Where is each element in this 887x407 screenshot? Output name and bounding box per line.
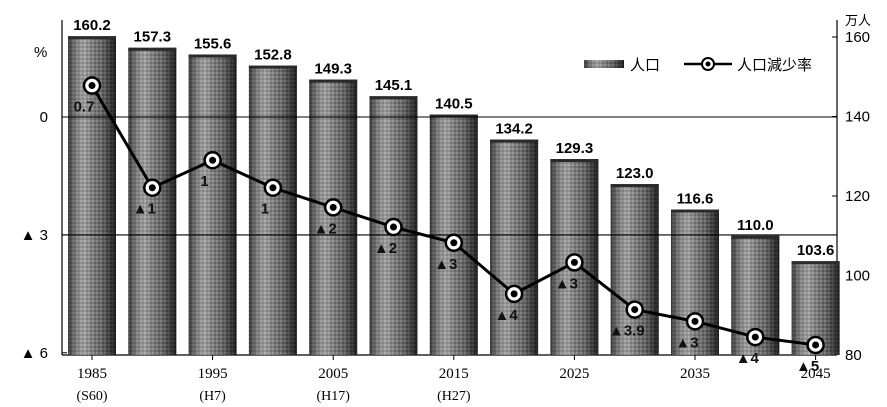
left-axis-unit: % (34, 44, 47, 61)
population-bar (128, 47, 177, 356)
legend-population-label: 人口 (630, 56, 660, 74)
x-tick-label: 2005 (318, 366, 348, 382)
decline-rate-labels: 0.7 ▲1 1 1 ▲2 ▲2 ▲3 ▲4 ▲3 ▲3.9 ▲3 ▲4 ▲5 (74, 99, 820, 375)
right-axis-unit: 万人 (845, 14, 871, 29)
legend-decline-rate-label: 人口減少率 (737, 56, 812, 74)
decline-rate-value-label: ▲5 (796, 358, 819, 375)
x-tick-label: 2025 (559, 366, 589, 382)
x-tick-era-label: (H7) (199, 389, 226, 404)
decline-rate-point (746, 327, 765, 347)
decline-rate-value-label: ▲3.9 (609, 323, 645, 340)
x-tick-era-label: (H17) (316, 389, 350, 404)
left-tick-label: 0 (40, 109, 48, 126)
decline-rate-value-label: ▲4 (736, 350, 760, 367)
population-bar-label: 140.5 (435, 96, 473, 113)
decline-rate-value-label: ▲4 (494, 307, 518, 324)
population-bar (248, 65, 297, 356)
decline-rate-value-label: 0.7 (74, 99, 95, 116)
decline-rate-point (504, 284, 524, 304)
population-bar-label: 149.3 (314, 61, 352, 78)
decline-rate-point (82, 76, 102, 95)
population-bar-labels: 160.2 157.3 155.6 152.8 149.3 145.1 140.5 134.2… (73, 17, 834, 259)
decline-rate-point (806, 335, 825, 355)
right-tick-label: 160 (845, 29, 870, 46)
decline-rate-value-label: ▲3 (675, 334, 698, 351)
legend-item-population: 人口 (584, 56, 660, 74)
decline-rate-point (323, 198, 343, 217)
population-bar (369, 96, 418, 355)
population-bar-label: 116.6 (677, 191, 714, 208)
decline-rate-point (685, 312, 705, 331)
decline-rate-line (82, 76, 825, 355)
x-tick-label: 2015 (439, 366, 469, 382)
right-tick-label: 140 (845, 109, 870, 126)
left-axis-ticks: 0 ▲ 3 ▲ 6 (21, 109, 67, 362)
population-bar-label: 157.3 (134, 29, 172, 46)
population-bar (68, 36, 116, 355)
decline-rate-value-label: 1 (200, 173, 208, 190)
population-bar (731, 235, 780, 355)
x-tick-label: 1995 (198, 366, 228, 382)
population-bar-label: 155.6 (194, 35, 232, 52)
population-bar-label: 152.8 (254, 47, 292, 64)
population-bars (68, 36, 840, 356)
population-bar (188, 54, 237, 356)
left-tick-label: ▲ 6 (21, 345, 48, 362)
population-bar (610, 184, 659, 355)
population-bar (550, 159, 599, 355)
x-tick-label: 1985 (77, 366, 107, 382)
decline-rate-point (263, 178, 283, 197)
decline-rate-point (203, 150, 222, 170)
decline-rate-value-label: ▲3 (434, 256, 457, 273)
population-bar (671, 209, 719, 355)
decline-rate-point (625, 300, 644, 319)
legend-item-decline-rate: 人口減少率 (684, 56, 812, 74)
decline-rate-point (444, 233, 464, 253)
population-bar-label: 160.2 (73, 17, 111, 34)
population-bar-label: 129.3 (556, 140, 594, 157)
population-bar-label: 110.0 (737, 217, 774, 234)
left-tick-label: ▲ 3 (21, 227, 48, 244)
population-bar (309, 79, 358, 355)
legend: 人口 人口減少率 (584, 56, 812, 74)
x-tick-era-label: (H27) (437, 389, 471, 404)
right-tick-label: 100 (845, 268, 870, 285)
decline-rate-value-label: ▲2 (374, 240, 397, 257)
decline-rate-point (143, 178, 162, 197)
decline-rate-point (565, 253, 584, 272)
population-bar-label: 123.0 (616, 165, 654, 182)
x-tick-era-label: (S60) (76, 389, 107, 404)
decline-rate-point (384, 217, 403, 237)
decline-rate-value-label: ▲2 (314, 220, 337, 237)
population-bar-label: 145.1 (375, 77, 413, 94)
decline-rate-value-label: ▲3 (555, 275, 578, 292)
right-axis-ticks: 160 140 120 100 80 (832, 29, 870, 364)
population-bar-label: 103.6 (797, 242, 835, 259)
decline-rate-value-label: ▲1 (133, 201, 156, 218)
population-bar-label: 134.2 (495, 121, 533, 138)
right-tick-label: 80 (845, 347, 862, 364)
population-bar (490, 139, 539, 355)
x-tick-label: 2035 (680, 366, 710, 382)
x-axis-labels: 1985 (S60) 1995 (H7) 2005 (H17) 2015 (H27) 2025 2… (76, 355, 831, 404)
decline-rate-value-label: 1 (261, 201, 269, 218)
right-tick-label: 120 (845, 188, 870, 205)
x-tick-label: 2045 (801, 366, 831, 382)
